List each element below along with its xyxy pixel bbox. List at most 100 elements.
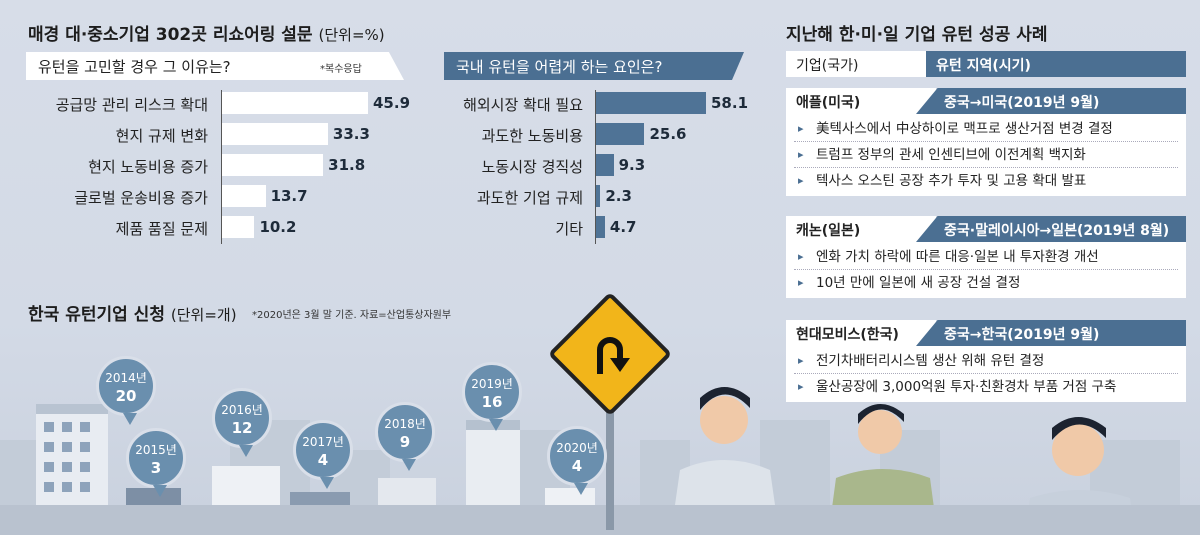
case-item-text: 텍사스 오스틴 공장 추가 투자 및 고용 확대 발표 [816, 173, 1087, 189]
case-item: 울산공장에 3,000억원 투자·친환경차 부품 거점 구축 [786, 374, 1186, 400]
bubble-year: 2018년 [384, 417, 426, 431]
bar-category-label: 현지 규제 변화 [115, 127, 208, 145]
case-item: 트럼프 정부의 관세 인센티브에 이전계획 백지화 [786, 142, 1186, 168]
bar-category-label: 공급망 관리 리스크 확대 [55, 96, 208, 114]
bubble-count: 9 [399, 433, 411, 451]
title-text: 매경 대·중소기업 302곳 리쇼어링 설문 [28, 25, 313, 45]
bottom-chart-title: 한국 유턴기업 신청 (단위=개) [28, 300, 237, 325]
mid-chart-banner: 국내 유턴을 어렵게 하는 요인은? [444, 52, 744, 80]
case-item-text: 울산공장에 3,000억원 투자·친환경차 부품 거점 구축 [816, 379, 1117, 395]
mid-chart-question: 국내 유턴을 어렵게 하는 요인은? [456, 58, 663, 76]
bar-value-label: 25.6 [649, 125, 687, 143]
bar-category-label: 과도한 기업 규제 [476, 189, 583, 207]
bar [222, 123, 328, 145]
year-bubble: 2014년 20 [96, 356, 156, 425]
bubble-count: 4 [571, 457, 583, 475]
bubble-count: 3 [150, 459, 162, 477]
bar-value-label: 45.9 [373, 94, 411, 112]
bar-value-label: 9.3 [618, 156, 646, 174]
bar-category-label: 제품 품질 문제 [115, 220, 208, 238]
bar-category-label: 해외시장 확대 필요 [463, 96, 583, 114]
page-title: 매경 대·중소기업 302곳 리쇼어링 설문 (단위=%) [28, 20, 385, 45]
bar [596, 185, 601, 207]
header-route-label: 유턴 지역(시기) [936, 58, 1031, 74]
case-canon: 캐논(일본) 중국·말레이시아→일본(2019년 8월) 엔화 가치 하락에 따… [786, 216, 1186, 298]
case-route-box: 중국·말레이시아→일본(2019년 8월) [916, 216, 1186, 242]
year-bubble: 2017년 4 [293, 420, 353, 489]
case-item-text: 엔화 가치 하락에 따른 대응·일본 내 투자환경 개선 [816, 249, 1099, 265]
case-body: 엔화 가치 하락에 따른 대응·일본 내 투자환경 개선 10년 만에 일본에 … [786, 242, 1186, 298]
bar [596, 216, 605, 238]
case-body: 전기차배터리시스템 생산 위해 유턴 결정 울산공장에 3,000억원 투자·친… [786, 346, 1186, 402]
left-chart-note: *복수응답 [320, 64, 362, 75]
case-item-text: 10년 만에 일본에 새 공장 건설 결정 [816, 275, 1021, 291]
bar-category-label: 글로벌 운송비용 증가 [74, 189, 208, 207]
bar [596, 154, 614, 176]
case-item: 10년 만에 일본에 새 공장 건설 결정 [786, 270, 1186, 296]
year-bubble: 2015년 3 [126, 428, 186, 497]
bar [596, 92, 706, 114]
case-route-box: 중국→미국(2019년 9월) [916, 88, 1186, 114]
case-route-box: 중국→한국(2019년 9월) [916, 320, 1186, 346]
case-hyundai-mobis: 현대모비스(한국) 중국→한국(2019년 9월) 전기차배터리시스템 생산 위… [786, 320, 1186, 402]
case-route: 중국→미국(2019년 9월) [944, 95, 1100, 111]
bar [222, 185, 266, 207]
bubble-year: 2019년 [471, 377, 513, 391]
left-chart-axis [221, 90, 222, 244]
u-turn-arrow-icon [597, 337, 630, 374]
bar-value-label: 31.8 [328, 156, 366, 174]
header-right-box [926, 51, 1186, 77]
bottom-chart-note: *2020년은 3월 말 기준. 자료=산업통상자원부 [252, 310, 452, 321]
bubble-year: 2017년 [302, 435, 344, 449]
year-bubble: 2020년 4 [547, 426, 607, 495]
year-bubble: 2016년 12 [212, 388, 272, 457]
case-item-text: 트럼프 정부의 관세 인센티브에 이전계획 백지화 [816, 147, 1086, 163]
case-route: 중국→한국(2019년 9월) [944, 327, 1100, 343]
bar-value-label: 2.3 [605, 187, 632, 205]
bar-category-label: 과도한 노동비용 [481, 127, 583, 145]
left-chart-question: 유턴을 고민할 경우 그 이유는? [38, 58, 231, 76]
right-panel-header: 기업(국가) 유턴 지역(시기) [786, 51, 1186, 77]
bubble-count: 12 [231, 419, 253, 437]
bar [222, 154, 324, 176]
bar-value-label: 13.7 [270, 187, 308, 205]
case-item: 전기차배터리시스템 생산 위해 유턴 결정 [786, 348, 1186, 374]
case-company-box: 현대모비스(한국) [786, 320, 936, 346]
right-panel-title: 지난해 한·미·일 기업 유턴 성공 사례 [786, 25, 1048, 45]
bar [222, 216, 255, 238]
mid-chart-axis [595, 90, 596, 244]
case-header: 캐논(일본) 중국·말레이시아→일본(2019년 8월) [786, 216, 1186, 242]
bar-value-label: 58.1 [711, 94, 749, 112]
bar [222, 92, 368, 114]
title-unit: (단위=%) [318, 26, 385, 44]
ground [0, 505, 1200, 535]
bar-value-label: 4.7 [609, 218, 637, 236]
bubble-count: 4 [317, 451, 329, 469]
case-item: 美텍사스에서 中상하이로 맥프로 생산거점 변경 결정 [786, 116, 1186, 142]
case-header: 현대모비스(한국) 중국→한국(2019년 9월) [786, 320, 1186, 346]
case-header: 애플(미국) 중국→미국(2019년 9월) [786, 88, 1186, 114]
bubble-count: 20 [115, 387, 137, 405]
bar [596, 123, 645, 145]
bubble-year: 2015년 [135, 443, 177, 457]
case-company-box: 애플(미국) [786, 88, 936, 114]
case-company: 애플(미국) [796, 95, 861, 111]
sign-pole [606, 380, 614, 530]
bar-value-label: 33.3 [332, 125, 370, 143]
bubble-year: 2014년 [105, 371, 147, 385]
year-bubble: 2019년 16 [462, 362, 522, 431]
year-bubble: 2018년 9 [375, 402, 435, 471]
bubble-count: 16 [481, 393, 503, 411]
case-item: 텍사스 오스틴 공장 추가 투자 및 고용 확대 발표 [786, 168, 1186, 194]
case-item-text: 美텍사스에서 中상하이로 맥프로 생산거점 변경 결정 [816, 121, 1113, 137]
bar-category-label: 현지 노동비용 증가 [88, 158, 208, 176]
case-route: 중국·말레이시아→일본(2019년 8월) [944, 223, 1170, 239]
bubble-year: 2016년 [221, 403, 263, 417]
case-company: 현대모비스(한국) [796, 327, 899, 343]
case-company-box: 캐논(일본) [786, 216, 936, 242]
header-left-box [786, 51, 926, 77]
bottom-title-text: 한국 유턴기업 신청 [28, 305, 165, 325]
bubble-year: 2020년 [556, 441, 598, 455]
case-item: 엔화 가치 하락에 따른 대응·일본 내 투자환경 개선 [786, 244, 1186, 270]
